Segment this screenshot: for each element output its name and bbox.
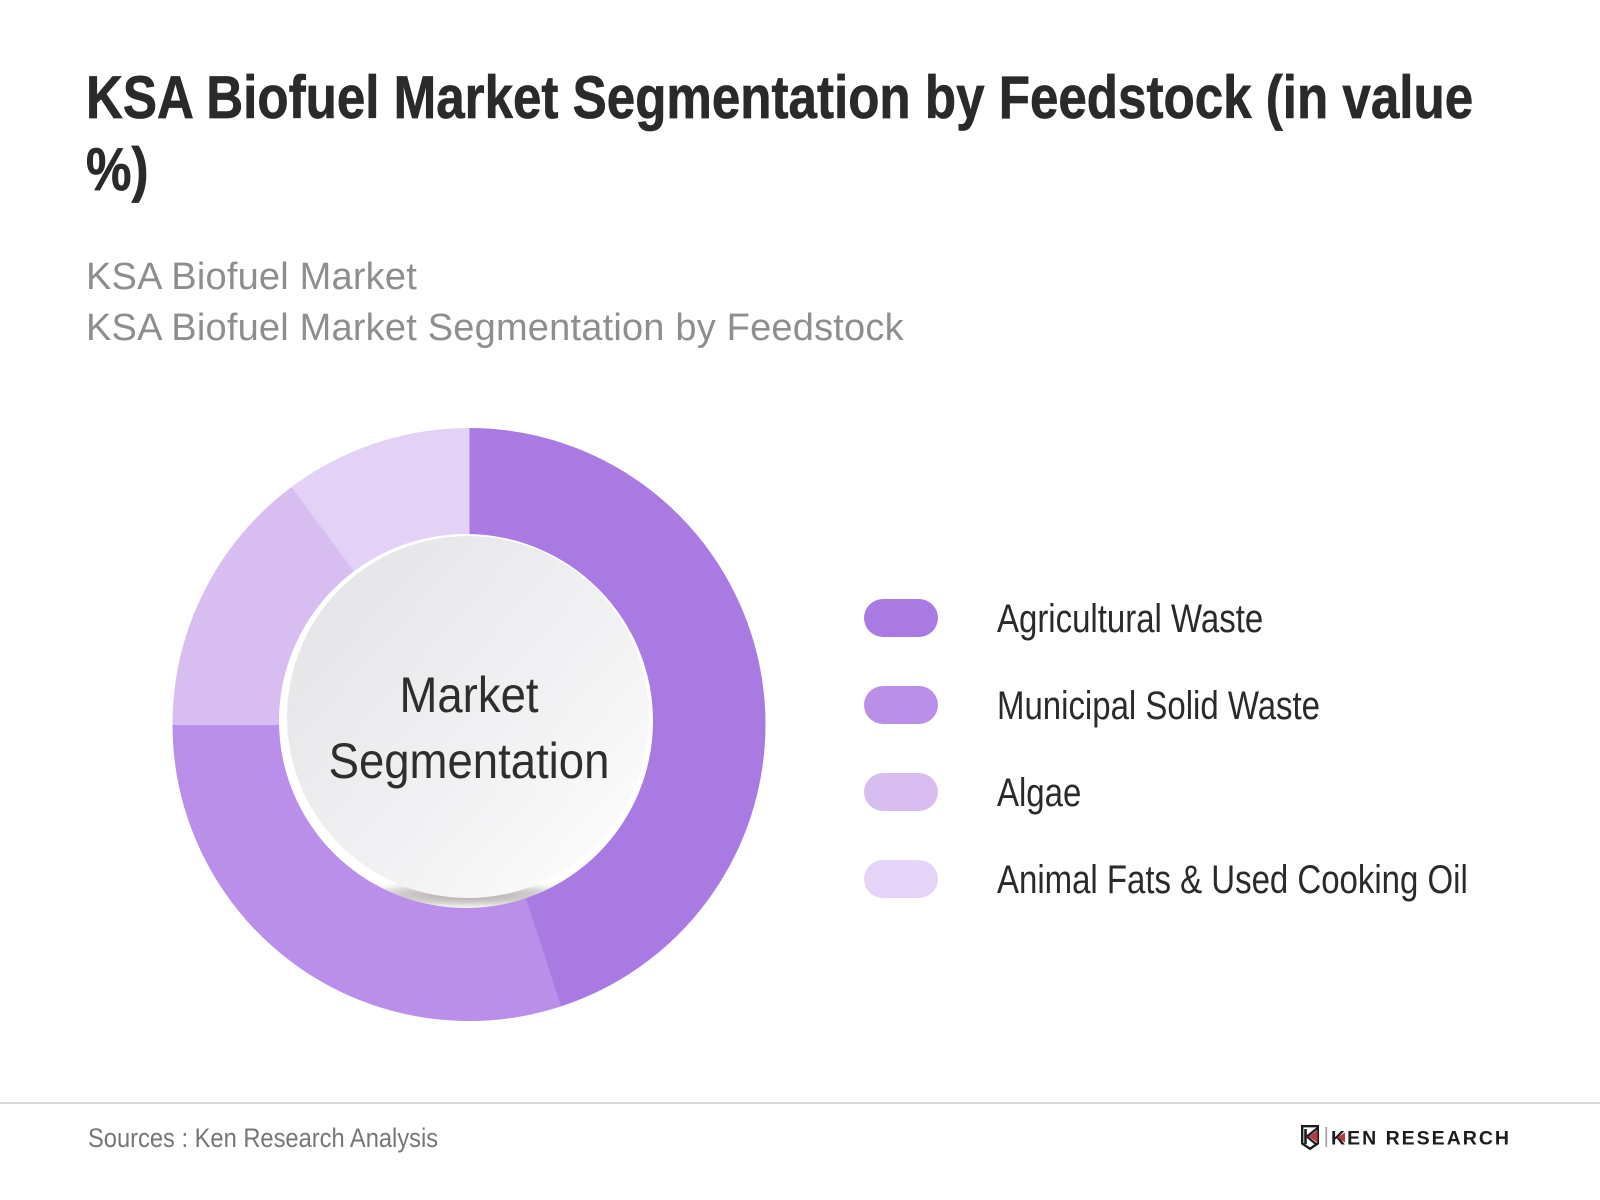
svg-text:KEN RESEARCH: KEN RESEARCH (1331, 1128, 1511, 1150)
